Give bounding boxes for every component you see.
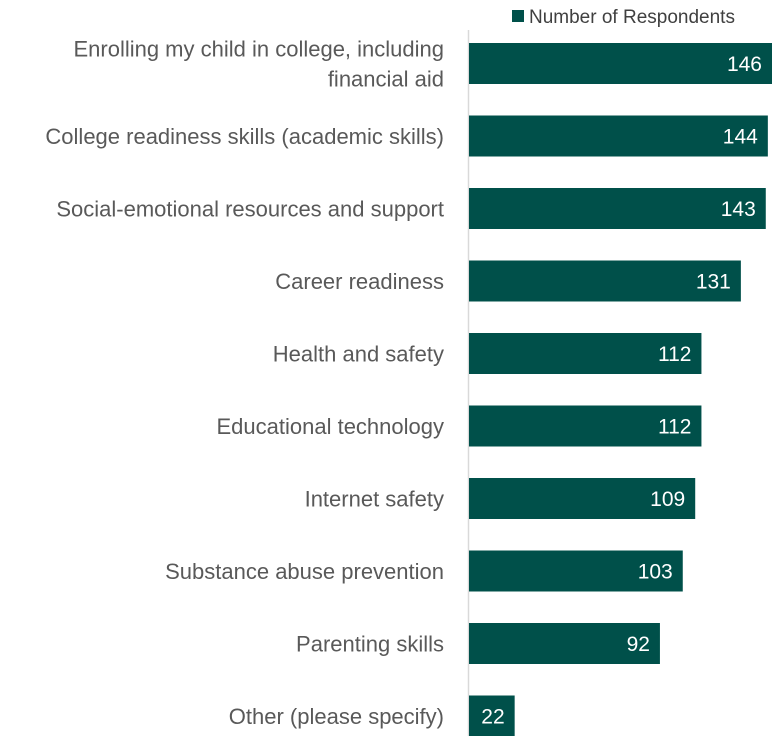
value-labels-group: 146 144 143 131 112 112 109 103 92 22 [481,53,762,729]
bar [469,695,515,736]
bar-value-label: 92 [627,633,650,656]
legend-label: Number of Respondents [529,7,735,28]
bar-value-label: 103 [638,561,673,584]
legend: Number of Respondents [512,7,735,28]
category-label: Other (please specify) [229,704,444,729]
category-label: Enrolling my child in college, including [73,37,444,62]
bar [469,188,766,229]
bar-value-label: 143 [721,198,756,221]
legend-swatch [512,10,524,22]
bar [469,43,772,84]
category-labels-group: Enrolling my child in college, including… [45,37,444,730]
bar-value-label: 109 [650,488,685,511]
bar [469,333,702,374]
bar [469,550,683,592]
bar [469,405,702,447]
category-label: Career readiness [275,269,444,294]
bars-group [469,43,772,736]
bar-value-label: 131 [696,271,731,294]
category-label: Health and safety [273,342,444,367]
category-label: College readiness skills (academic skill… [45,124,444,149]
bar [469,115,768,157]
bar [469,623,660,664]
bar-value-label: 22 [481,706,504,729]
bar [469,478,696,519]
category-label: financial aid [328,67,444,92]
bar-value-label: 146 [727,53,762,76]
bar [469,260,741,302]
category-label: Substance abuse prevention [165,559,444,584]
category-label: Educational technology [217,414,445,439]
bar-value-label: 112 [658,343,691,366]
category-label: Social-emotional resources and support [56,197,444,222]
category-label: Parenting skills [296,632,444,657]
bar-value-label: 112 [658,416,691,439]
category-label: Internet safety [305,487,444,512]
bar-value-label: 144 [723,126,758,149]
